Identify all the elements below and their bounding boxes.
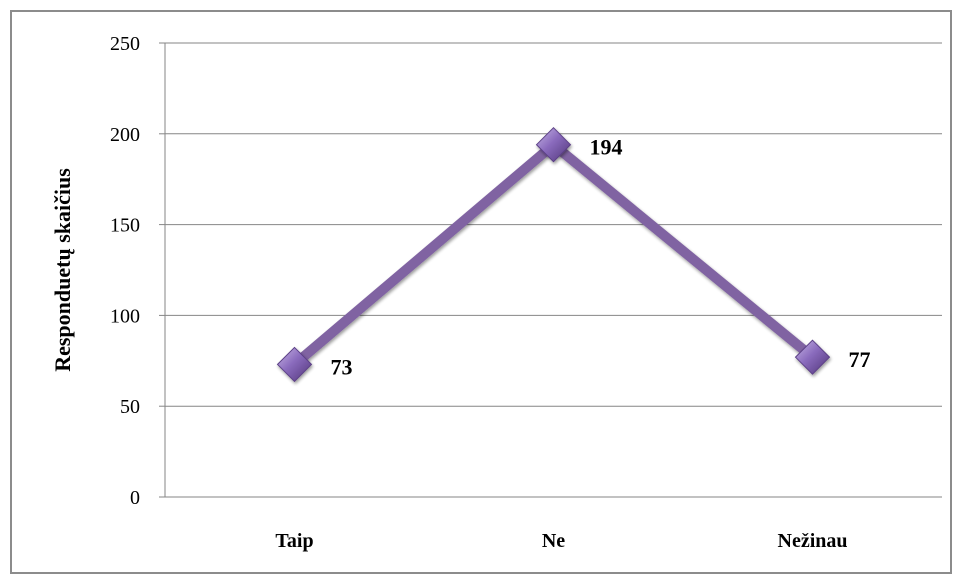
y-tick-label: 50: [120, 396, 140, 418]
x-category-labels: Taip Ne Nežinau: [275, 530, 847, 552]
x-category-label: Ne: [542, 530, 565, 552]
data-point-marker: [276, 346, 313, 383]
series-line: [289, 139, 818, 370]
data-point-marker: [535, 126, 572, 163]
data-label: 77: [849, 347, 871, 372]
series-markers: [276, 126, 831, 383]
axes: [159, 42, 942, 498]
gridlines: [165, 42, 942, 407]
data-label: 194: [590, 135, 623, 160]
x-category-label: Nežinau: [778, 530, 848, 552]
y-tick-label: 200: [110, 124, 140, 146]
y-tick-label: 150: [110, 215, 140, 237]
x-category-label: Taip: [275, 530, 313, 552]
chart-frame: [10, 10, 952, 574]
y-axis-title: Responduetų skaičius: [50, 168, 75, 372]
data-point-marker: [794, 339, 831, 375]
data-label: 73: [331, 354, 353, 379]
y-tick-label: 100: [110, 305, 140, 327]
y-tick-label: 0: [130, 487, 140, 509]
series-line-layer: [289, 139, 818, 370]
y-tick-label: 250: [110, 33, 140, 55]
data-labels: 73 194 77: [331, 135, 871, 380]
y-tick-labels: 0 50 100 150 200 250: [110, 33, 140, 509]
